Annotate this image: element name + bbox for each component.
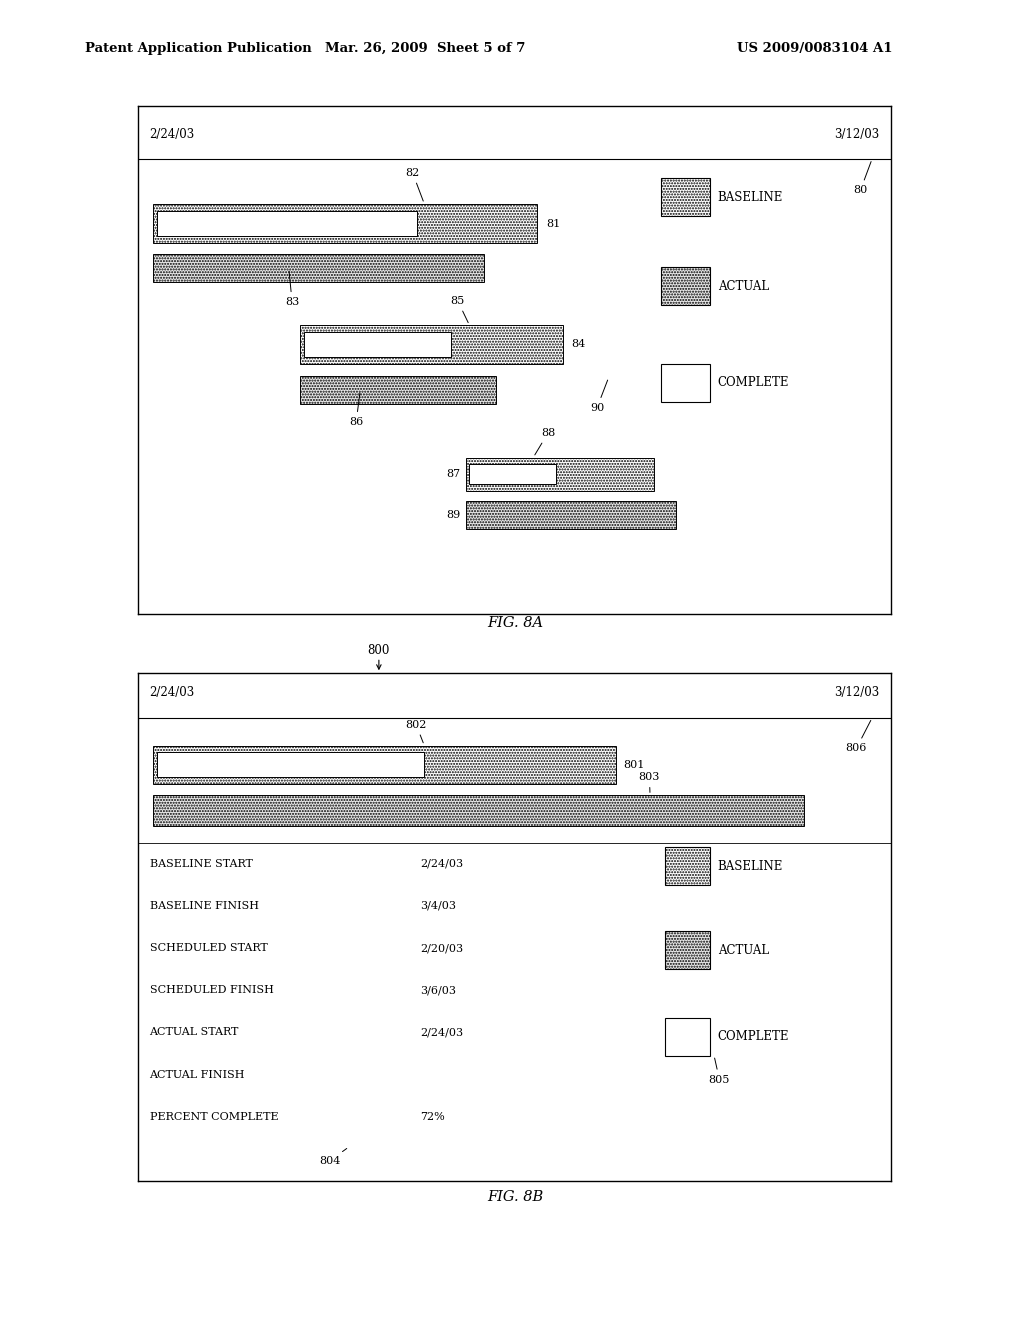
Text: BASELINE FINISH: BASELINE FINISH xyxy=(150,900,258,911)
Text: SCHEDULED FINISH: SCHEDULED FINISH xyxy=(150,985,273,995)
Bar xyxy=(154,205,538,243)
Text: 2/24/03: 2/24/03 xyxy=(421,1027,464,1038)
Text: 804: 804 xyxy=(318,1148,347,1166)
Text: 84: 84 xyxy=(571,339,586,350)
Text: 87: 87 xyxy=(446,469,461,479)
Text: 88: 88 xyxy=(535,428,555,455)
Bar xyxy=(666,847,711,886)
Bar xyxy=(154,746,616,784)
Text: 2/24/03: 2/24/03 xyxy=(421,859,464,869)
Text: 3/6/03: 3/6/03 xyxy=(421,985,457,995)
Text: Patent Application Publication: Patent Application Publication xyxy=(85,42,311,54)
Bar xyxy=(662,363,711,401)
Text: 82: 82 xyxy=(406,168,423,201)
Text: 806: 806 xyxy=(846,721,870,754)
Text: 3/12/03: 3/12/03 xyxy=(835,686,880,698)
Text: COMPLETE: COMPLETE xyxy=(718,1030,790,1043)
Text: 2/20/03: 2/20/03 xyxy=(421,942,464,953)
Text: 802: 802 xyxy=(406,719,427,743)
Text: ACTUAL: ACTUAL xyxy=(718,944,769,957)
Text: 81: 81 xyxy=(546,219,560,228)
Text: 83: 83 xyxy=(285,271,299,308)
Text: 803: 803 xyxy=(639,772,660,792)
Text: 80: 80 xyxy=(853,161,871,195)
Text: 805: 805 xyxy=(709,1059,730,1085)
Text: SCHEDULED START: SCHEDULED START xyxy=(150,942,267,953)
Bar xyxy=(662,267,711,305)
Text: 2/24/03: 2/24/03 xyxy=(150,686,195,698)
Bar xyxy=(666,931,711,969)
Text: COMPLETE: COMPLETE xyxy=(718,376,790,389)
Bar xyxy=(154,255,484,282)
Bar xyxy=(466,458,653,491)
Bar xyxy=(300,326,563,363)
Text: 90: 90 xyxy=(590,380,607,413)
Bar xyxy=(662,178,711,216)
Text: 86: 86 xyxy=(349,393,364,428)
Text: BASELINE START: BASELINE START xyxy=(150,859,252,869)
Text: ACTUAL FINISH: ACTUAL FINISH xyxy=(150,1069,245,1080)
Bar xyxy=(154,795,804,826)
Text: 72%: 72% xyxy=(421,1111,445,1122)
Bar xyxy=(300,376,496,404)
Text: FIG. 8B: FIG. 8B xyxy=(487,1191,543,1204)
Text: ACTUAL: ACTUAL xyxy=(718,280,769,293)
Text: 2/24/03: 2/24/03 xyxy=(150,128,195,141)
Bar xyxy=(157,211,417,236)
Text: 801: 801 xyxy=(624,760,645,770)
Bar xyxy=(466,500,677,529)
Text: Mar. 26, 2009  Sheet 5 of 7: Mar. 26, 2009 Sheet 5 of 7 xyxy=(325,42,525,54)
Text: FIG. 8A: FIG. 8A xyxy=(487,616,543,630)
Text: 85: 85 xyxy=(451,296,468,322)
Bar xyxy=(157,752,424,777)
Text: BASELINE: BASELINE xyxy=(718,859,783,873)
Text: 800: 800 xyxy=(368,644,390,657)
Text: BASELINE: BASELINE xyxy=(718,190,783,203)
Text: 3/12/03: 3/12/03 xyxy=(835,128,880,141)
Bar xyxy=(666,1018,711,1056)
Bar xyxy=(469,463,556,484)
Text: PERCENT COMPLETE: PERCENT COMPLETE xyxy=(150,1111,279,1122)
Text: US 2009/0083104 A1: US 2009/0083104 A1 xyxy=(737,42,893,54)
Text: 89: 89 xyxy=(446,510,461,520)
Text: 3/4/03: 3/4/03 xyxy=(421,900,457,911)
Text: ACTUAL START: ACTUAL START xyxy=(150,1027,239,1038)
Bar xyxy=(304,333,451,356)
